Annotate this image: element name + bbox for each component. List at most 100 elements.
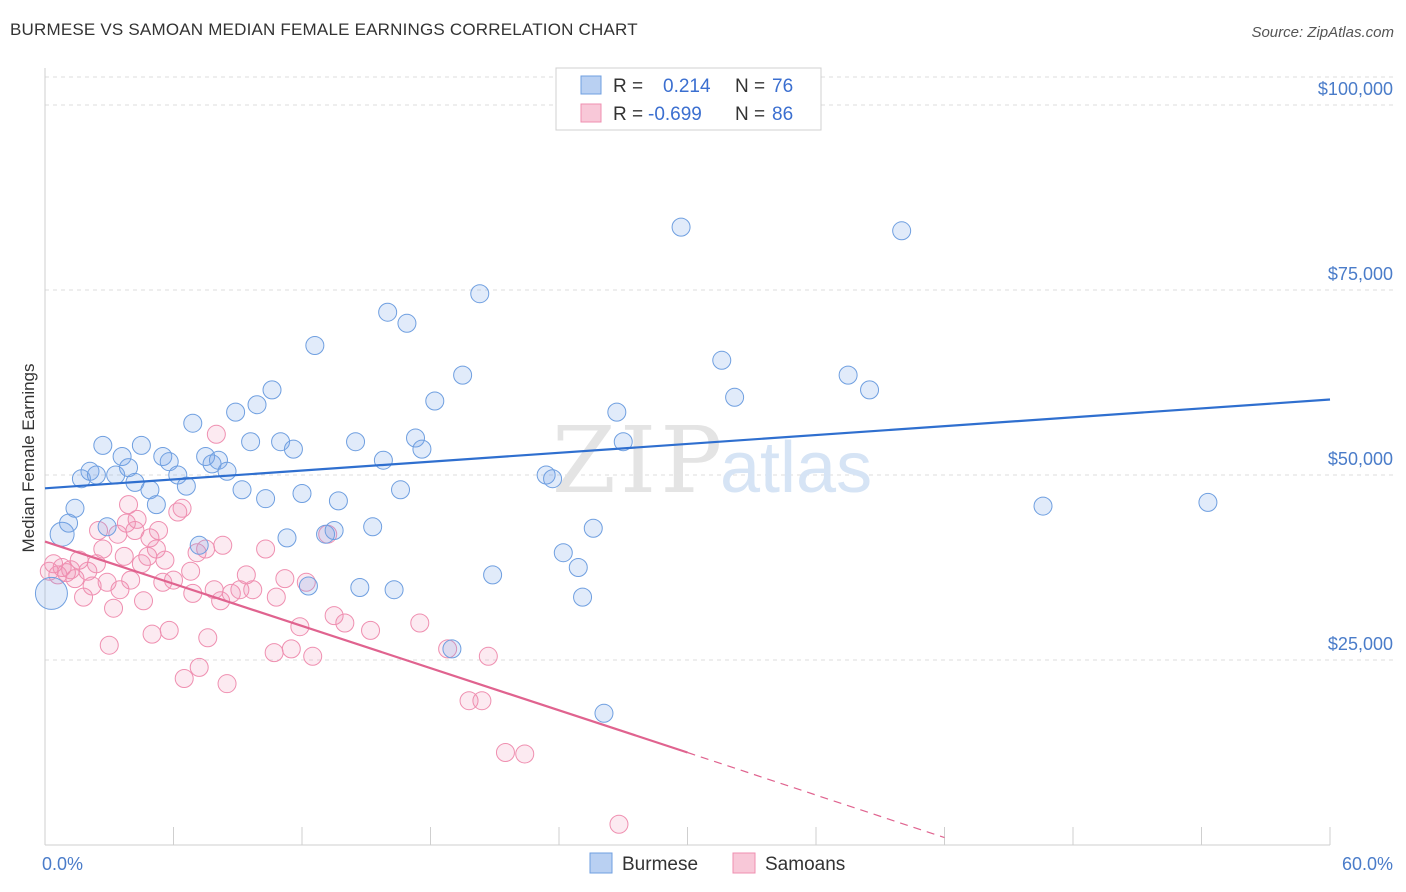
samoans-point bbox=[609, 814, 629, 834]
bottom-legend-burmese: Burmese bbox=[622, 854, 698, 875]
legend-swatch-samoans bbox=[580, 103, 602, 123]
x-tick-marks bbox=[44, 827, 1331, 845]
burmese-point bbox=[536, 465, 556, 485]
burmese-point bbox=[483, 565, 503, 585]
samoans-point bbox=[515, 744, 535, 764]
burmese-point bbox=[412, 439, 432, 459]
burmese-point bbox=[283, 439, 303, 459]
burmese-point bbox=[65, 498, 85, 518]
legend-burmese-n-value: 76 bbox=[772, 76, 793, 97]
burmese-point bbox=[346, 432, 366, 452]
burmese-point bbox=[93, 435, 113, 455]
burmese-point bbox=[86, 465, 106, 485]
bottom-legend-swatch-burmese bbox=[589, 852, 613, 874]
samoans-point bbox=[127, 509, 147, 529]
correlation-legend: R = 0.214 N = 76 R = -0.699 N = 86 bbox=[555, 67, 822, 131]
samoans-point bbox=[211, 591, 231, 611]
burmese-point bbox=[153, 447, 173, 466]
burmese-point bbox=[247, 395, 267, 415]
bottom-legend-swatch-samoans bbox=[732, 852, 756, 874]
legend-samoans-r-label: R = bbox=[613, 104, 643, 125]
samoans-point bbox=[159, 620, 179, 640]
samoans-point bbox=[149, 521, 169, 540]
burmese-point bbox=[97, 517, 117, 537]
burmese-point bbox=[860, 380, 880, 400]
burmese-point bbox=[373, 450, 393, 470]
samoans-point bbox=[172, 498, 192, 518]
samoans-point bbox=[121, 570, 141, 590]
samoans-point bbox=[335, 613, 355, 633]
samoans-point bbox=[206, 424, 226, 444]
burmese-point bbox=[183, 413, 203, 433]
watermark-zip: ZIP bbox=[552, 407, 726, 514]
burmese-point bbox=[232, 480, 252, 500]
burmese-point bbox=[406, 428, 426, 448]
burmese-point bbox=[391, 480, 411, 500]
burmese-point bbox=[350, 577, 370, 597]
samoans-point bbox=[213, 535, 233, 555]
samoans-point bbox=[256, 539, 276, 559]
legend-burmese-r-value: 0.214 bbox=[663, 76, 711, 97]
burmese-point bbox=[671, 217, 691, 237]
burmese-point bbox=[568, 558, 588, 577]
y-tick-labels: $25,000 $50,000 $75,000 $100,000 bbox=[1318, 79, 1393, 654]
burmese-point bbox=[553, 543, 573, 563]
source-label: Source: ZipAtlas.com bbox=[1251, 24, 1394, 41]
burmese-point bbox=[363, 517, 383, 537]
burmese-point bbox=[613, 432, 633, 452]
x-tick-label-max: 60.0% bbox=[1342, 854, 1393, 874]
burmese-point bbox=[262, 380, 282, 400]
burmese-point bbox=[1033, 496, 1053, 516]
burmese-point bbox=[378, 302, 398, 322]
burmese-point bbox=[217, 461, 237, 481]
samoans-point bbox=[495, 743, 515, 762]
burmese-point bbox=[712, 350, 732, 370]
burmese-point bbox=[189, 535, 209, 555]
burmese-point bbox=[202, 454, 222, 474]
burmese-point bbox=[176, 476, 196, 496]
burmese-point bbox=[298, 576, 318, 596]
samoans-point bbox=[266, 587, 286, 607]
y-axis-label: Median Female Earnings bbox=[19, 364, 38, 553]
burmese-point bbox=[573, 587, 593, 607]
y-tick-label: $25,000 bbox=[1328, 634, 1393, 654]
burmese-point bbox=[277, 528, 297, 548]
samoans-trend-line bbox=[44, 540, 688, 754]
trend-lines bbox=[44, 398, 1331, 839]
burmese-point bbox=[543, 469, 563, 489]
samoans-point bbox=[303, 646, 323, 666]
x-tick-label-min: 0.0% bbox=[42, 854, 83, 874]
burmese-point bbox=[292, 484, 312, 503]
samoans-point bbox=[114, 546, 134, 566]
samoans-point bbox=[134, 591, 154, 611]
burmese-point bbox=[442, 639, 462, 659]
bottom-legend-samoans: Samoans bbox=[765, 854, 845, 875]
burmese-point bbox=[324, 521, 344, 540]
watermark-atlas: atlas bbox=[720, 428, 872, 508]
samoans-point bbox=[264, 643, 284, 663]
series-legend: Burmese Samoans bbox=[589, 852, 845, 875]
samoans-point bbox=[99, 635, 119, 655]
samoans-point bbox=[324, 606, 344, 626]
samoans-point bbox=[281, 639, 301, 659]
legend-samoans-r-value: -0.699 bbox=[648, 104, 702, 125]
burmese-point bbox=[1198, 492, 1218, 512]
samoans-point bbox=[93, 539, 113, 559]
samoans-point bbox=[410, 613, 430, 633]
samoans-point bbox=[472, 691, 492, 711]
samoans-point bbox=[438, 639, 458, 659]
y-tick-label: $75,000 bbox=[1328, 264, 1393, 284]
samoans-point bbox=[119, 495, 139, 515]
burmese-point bbox=[112, 447, 132, 466]
legend-samoans-n-value: 86 bbox=[772, 104, 793, 125]
burmese-point bbox=[131, 435, 151, 455]
samoans-point bbox=[217, 674, 237, 694]
samoans-point bbox=[189, 657, 209, 677]
legend-swatch-burmese bbox=[580, 75, 602, 95]
chart-title: BURMESE VS SAMOAN MEDIAN FEMALE EARNINGS… bbox=[10, 20, 638, 39]
legend-samoans-n-label: N = bbox=[735, 104, 765, 125]
burmese-series bbox=[34, 217, 1218, 723]
burmese-point bbox=[196, 447, 216, 466]
burmese-point bbox=[425, 391, 445, 411]
